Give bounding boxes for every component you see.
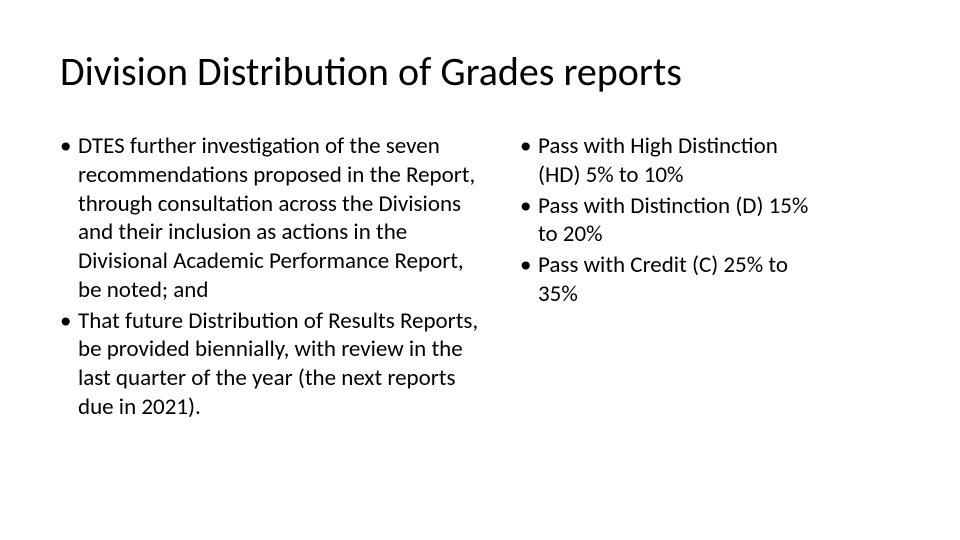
columns-wrapper: DTES further investigation of the seven … (60, 132, 900, 424)
list-item: That future Distribution of Results Repo… (60, 307, 490, 422)
right-bullet-list: Pass with High Distinction (HD) 5% to 10… (520, 132, 820, 309)
slide-title: Division Distribution of Grades reports (60, 50, 900, 94)
slide-container: Division Distribution of Grades reports … (0, 0, 960, 540)
list-item: DTES further investigation of the seven … (60, 132, 490, 305)
list-item: Pass with Distinction (D) 15% to 20% (520, 192, 820, 250)
left-column: DTES further investigation of the seven … (60, 132, 490, 424)
right-column: Pass with High Distinction (HD) 5% to 10… (520, 132, 820, 424)
list-item: Pass with Credit (C) 25% to 35% (520, 251, 820, 309)
list-item: Pass with High Distinction (HD) 5% to 10… (520, 132, 820, 190)
left-bullet-list: DTES further investigation of the seven … (60, 132, 490, 422)
